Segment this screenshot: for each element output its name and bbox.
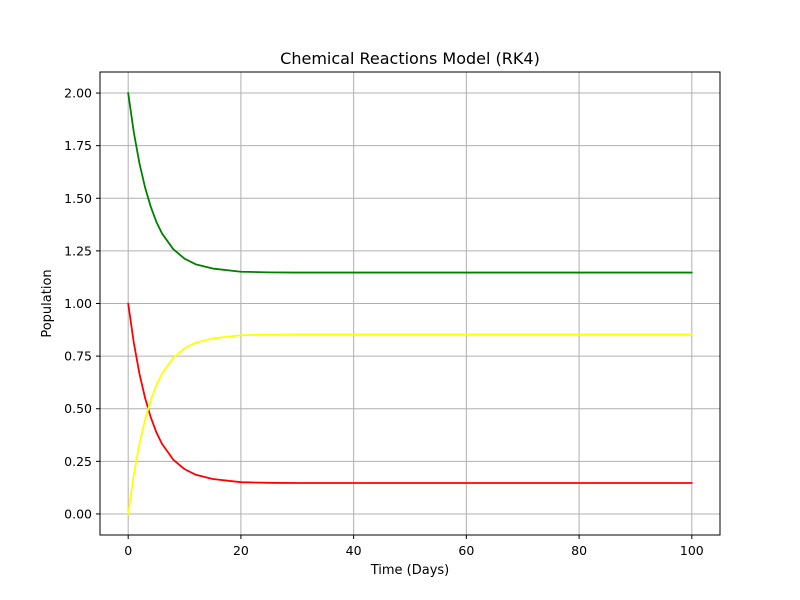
- x-tick-label: 0: [124, 543, 132, 558]
- x-tick-label: 100: [680, 543, 704, 558]
- series-line-1: [127, 302, 693, 484]
- y-tick-label: 1.50: [64, 191, 92, 206]
- x-tick-label: 20: [233, 543, 249, 558]
- grid: [100, 72, 720, 535]
- x-axis-label: Time (Days): [370, 563, 450, 578]
- y-tick-label: 1.75: [64, 138, 92, 153]
- y-tick-label: 0.50: [64, 401, 92, 416]
- y-tick-label: 0.75: [64, 349, 92, 364]
- y-axis-label: Population: [40, 269, 55, 337]
- x-tick-label: 80: [571, 543, 587, 558]
- chart-title: Chemical Reactions Model (RK4): [280, 49, 540, 68]
- y-tick-label: 2.00: [64, 86, 92, 101]
- series-line-3: [127, 92, 693, 274]
- x-tick-label: 60: [458, 543, 474, 558]
- y-tick-label: 1.00: [64, 296, 92, 311]
- y-tick-label: 0.00: [64, 506, 92, 521]
- y-tick-label: 1.25: [64, 243, 92, 258]
- series-line-2: [127, 333, 693, 515]
- x-tick-label: 40: [346, 543, 362, 558]
- plot-series: [127, 92, 693, 515]
- y-tick-label: 0.25: [64, 454, 92, 469]
- axis-ticks: 0 20 40 60 80 100 0.00 0.25 0.50 0.75 1.00 1.25 1.50…: [64, 86, 704, 558]
